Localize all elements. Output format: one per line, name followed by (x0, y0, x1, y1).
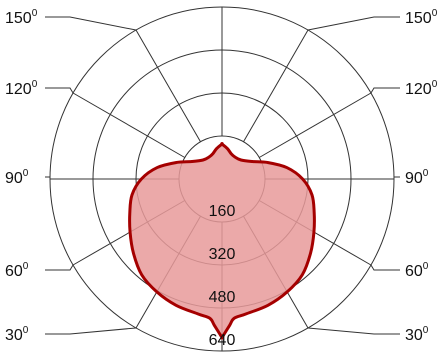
leader-60-left (45, 264, 74, 271)
spoke-120-left (72, 92, 186, 158)
angle-label-150-left: 1500 (5, 8, 38, 27)
r-tick-label-640: 640 (209, 332, 236, 349)
r-tick-label-480: 480 (209, 289, 236, 306)
angle-label-120-left: 1200 (5, 79, 38, 98)
angle-label-30-right: 300 (405, 325, 429, 344)
angle-label-120-right: 1200 (405, 79, 438, 98)
leader-150-right (307, 16, 400, 31)
leader-60-right (370, 264, 400, 271)
polar-grid (49, 6, 395, 352)
leader-120-left (45, 87, 74, 94)
r-tick-label-160: 160 (209, 203, 236, 220)
angle-label-90-right: 900 (405, 168, 429, 187)
angle-label-150-right: 1500 (405, 8, 438, 27)
angle-leader-lines (45, 16, 400, 335)
leader-150-left (45, 16, 137, 31)
leader-30-left (45, 327, 137, 335)
radial-tick-labels: 160 320 480 640 (209, 203, 236, 349)
series-layer (128, 142, 316, 341)
r-tick-label-320: 320 (209, 246, 236, 263)
angle-labels: 1500 1500 1200 1200 900 900 600 600 300 300 (5, 8, 438, 344)
leader-120-right (370, 87, 400, 94)
angle-label-60-left: 600 (5, 261, 29, 280)
angle-label-60-right: 600 (405, 261, 429, 280)
intensity-curve (128, 142, 316, 341)
spoke-120-right (258, 92, 372, 158)
spoke-150-right (243, 29, 309, 143)
angle-label-90-left: 900 (5, 168, 29, 187)
spoke-150-left (135, 29, 201, 143)
angle-label-30-left: 300 (5, 325, 29, 344)
leader-30-right (307, 327, 400, 335)
